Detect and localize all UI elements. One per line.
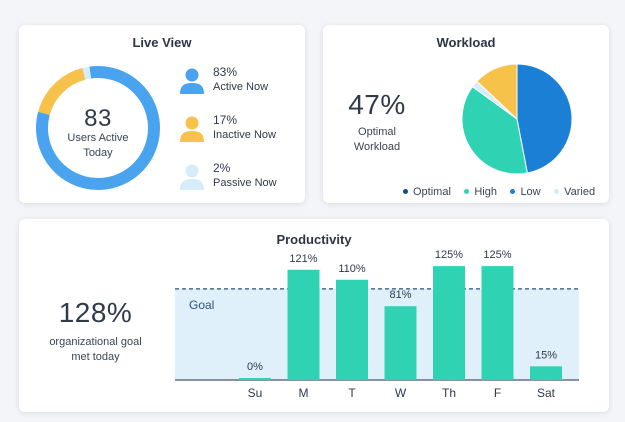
legend-dot	[554, 189, 560, 194]
legend-item-varied: Varied	[554, 186, 595, 198]
workload-sub-line-1: Optimal	[358, 126, 396, 138]
workload-big-value: 47%	[348, 89, 406, 120]
legend-pct: 83%	[213, 65, 238, 79]
live-view-center-value: 83	[84, 105, 112, 132]
productivity-bar-chart: Goal 0% Su 121% M 110% T 81% W 125% Th 125% F 15% Sat	[175, 249, 579, 400]
bar-t	[336, 279, 368, 380]
goal-label: Goal	[189, 298, 214, 312]
productivity-sub-line-1: organizational goal	[49, 336, 142, 348]
workload-pie-chart	[461, 63, 573, 175]
bar-value-label: 15%	[535, 349, 557, 361]
bar-f	[481, 266, 514, 380]
legend-pct: 2%	[213, 161, 231, 175]
workload-legend: Optimal High Low Varied	[403, 181, 604, 199]
bar-value-label: 0%	[247, 361, 263, 373]
bar-value-label: 81%	[389, 289, 411, 301]
workload-sub-line-2: Workload	[353, 141, 401, 153]
legend-label: Inactive Now	[213, 129, 276, 141]
goal-band	[175, 288, 579, 380]
bar-sat	[530, 366, 562, 380]
bar-w	[384, 306, 417, 380]
workload-card: Workload 47% Optimal Workload Optimal Hi…	[323, 25, 609, 203]
x-tick-label: Th	[442, 386, 456, 400]
legend-item-high: High	[464, 186, 497, 198]
bar-value-label: 125%	[435, 249, 463, 261]
workload-title: Workload	[436, 35, 496, 50]
legend-item-optimal: Optimal	[403, 186, 451, 198]
legend-label: Optimal	[413, 185, 451, 198]
live-view-title: Live View	[132, 35, 192, 50]
live-view-donut	[35, 66, 160, 190]
bar-su	[239, 378, 271, 380]
bar-value-label: 121%	[289, 253, 317, 265]
bar-value-label: 125%	[483, 249, 511, 261]
productivity-big-value: 128%	[58, 297, 133, 328]
x-tick-label: Su	[248, 386, 263, 400]
bar-value-label: 110%	[338, 263, 366, 275]
legend-label: Varied	[564, 185, 596, 198]
pie-slice-high	[461, 85, 528, 175]
x-tick-label: W	[395, 386, 407, 400]
user-icon	[180, 116, 204, 142]
bar-m	[287, 269, 320, 380]
x-tick-label: M	[299, 386, 309, 400]
pie-slice-low	[516, 63, 573, 174]
legend-dot	[464, 189, 470, 194]
legend-label: Low	[520, 185, 541, 198]
center-label-line-1: Users Active	[67, 132, 129, 144]
productivity-sub-line-2: met today	[71, 351, 120, 363]
pie-slice-optimal	[476, 63, 518, 121]
productivity-title: Productivity	[276, 232, 352, 247]
legend-label: Active Now	[213, 81, 269, 93]
legend-pct: 17%	[213, 113, 238, 127]
legend-dot	[403, 189, 408, 194]
legend-dot	[510, 189, 516, 194]
x-tick-label: Sat	[537, 386, 556, 400]
live-view-card: Live View 83 Users Active Today 83% Acti…	[19, 25, 305, 203]
user-icon	[180, 68, 204, 94]
productivity-sub-label: organizational goal met today	[33, 335, 158, 365]
legend-item-low: Low	[510, 185, 541, 198]
center-label-line-2: Today	[83, 147, 113, 159]
productivity-card: Productivity 128% organizational goal me…	[19, 219, 609, 412]
x-tick-label: F	[494, 386, 501, 400]
bar-th	[433, 266, 465, 380]
user-icon	[180, 164, 204, 190]
x-tick-label: T	[348, 386, 356, 400]
live-view-center-label: Users Active Today	[33, 131, 163, 161]
workload-sub-label: Optimal Workload	[337, 125, 417, 155]
donut-segment-passive-now	[35, 66, 160, 190]
legend-label: High	[474, 185, 497, 198]
legend-label: Passive Now	[213, 177, 277, 189]
